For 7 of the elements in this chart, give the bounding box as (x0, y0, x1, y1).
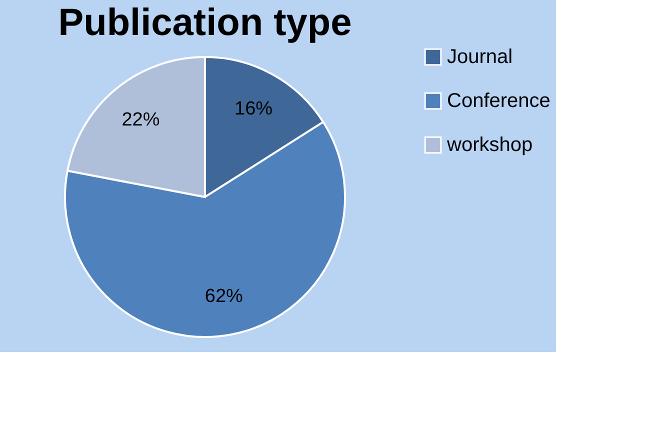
data-label: 22% (122, 109, 160, 130)
legend-label: workshop (446, 134, 533, 156)
data-label: 62% (204, 286, 244, 308)
legend-label: Journal (447, 46, 513, 68)
chart-title: Publication type (58, 2, 352, 44)
legend-label: Conference (447, 90, 550, 112)
data-label: 16% (234, 98, 273, 120)
